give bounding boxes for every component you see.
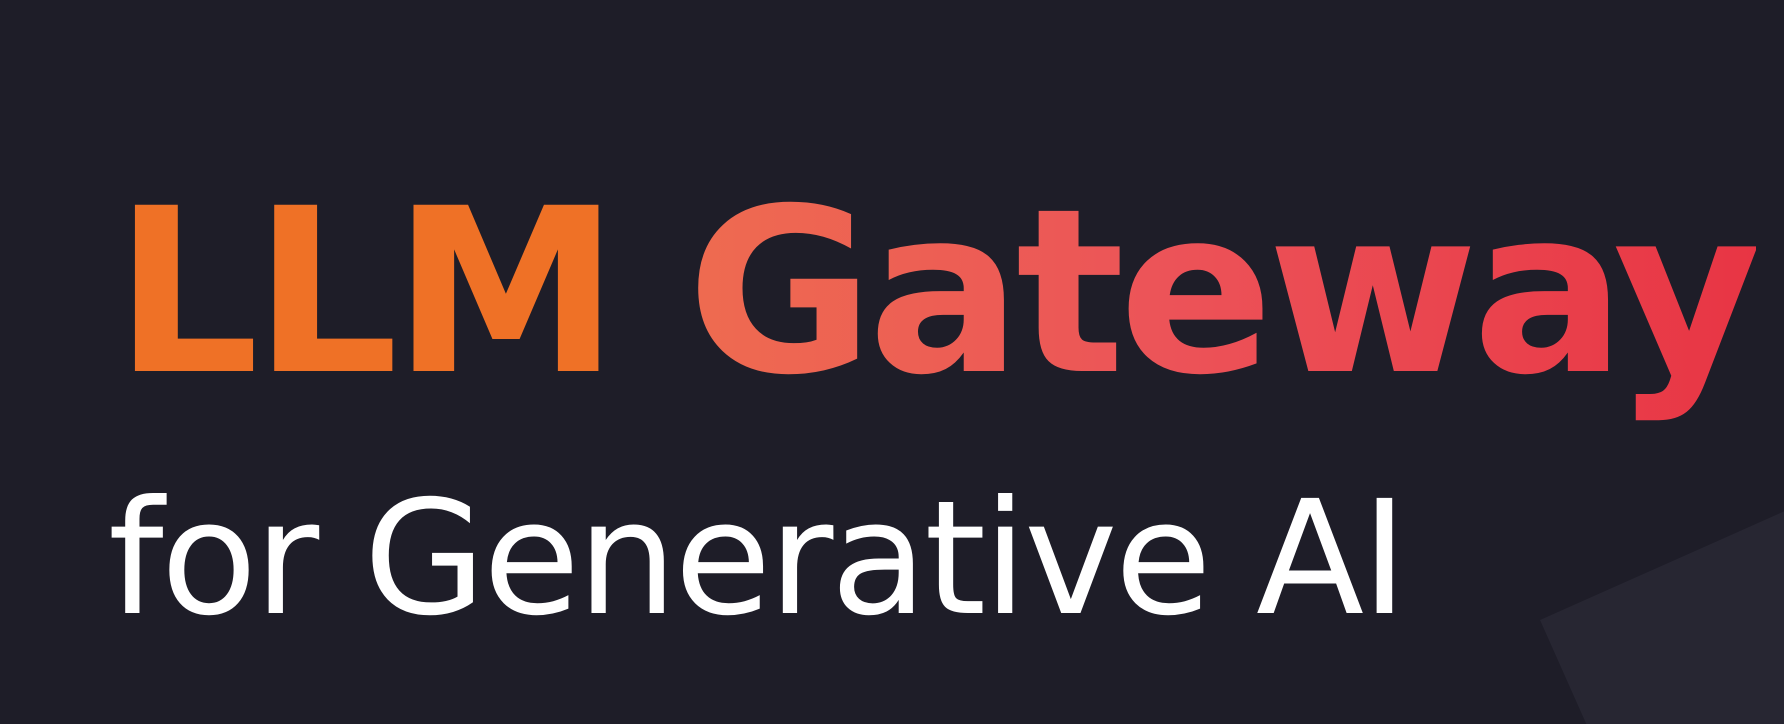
headline-llm: LLM xyxy=(114,159,619,425)
headline-gateway: Gateway xyxy=(686,159,1762,425)
subheadline: for Generative AI xyxy=(108,467,1408,651)
corner-decoration xyxy=(1540,473,1784,724)
headline: LLM Gateway xyxy=(114,178,1762,406)
